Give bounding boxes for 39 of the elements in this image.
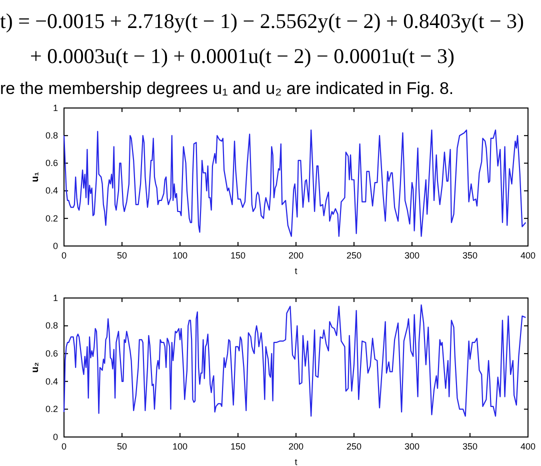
x-tick-label: 250 <box>346 441 362 452</box>
x-tick-label: 100 <box>172 250 188 260</box>
x-tick-label: 200 <box>288 250 304 260</box>
y-tick-label: 1 <box>52 292 58 303</box>
y-tick-label: 0.8 <box>45 130 58 140</box>
text: re the membership degrees u₁ and u₂ are indicated in Fig. 8. <box>0 79 454 98</box>
y-tick-label: 0.2 <box>45 404 58 414</box>
x-tick-label: 0 <box>61 441 67 452</box>
y-axis-title: u₁ <box>30 172 41 182</box>
line-series <box>63 304 526 417</box>
x-tick-label: 350 <box>462 250 478 260</box>
y-tick-label: 0.8 <box>45 320 58 331</box>
x-axis-title: t <box>294 266 298 276</box>
y-tick-label: 1 <box>52 102 58 113</box>
y-tick-label: 0 <box>52 240 58 251</box>
y-tick-label: 0.6 <box>45 158 58 168</box>
y-tick-label: 0.4 <box>45 186 58 196</box>
x-tick-label: 400 <box>520 250 536 260</box>
y-tick-label: 0 <box>52 432 58 442</box>
y-tick-label: 0.6 <box>45 348 58 358</box>
x-tick-label: 150 <box>230 441 246 452</box>
x-tick-label: 150 <box>230 250 246 260</box>
x-tick-label: 250 <box>346 250 362 260</box>
y-axis-title: u₂ <box>30 362 41 373</box>
x-tick-label: 100 <box>172 441 188 452</box>
text: t) = −0.0015 + 2.718y(t − 1) − 2.5562y(t − 2) + 0.8403y(t − 3) <box>0 9 524 33</box>
x-tick-label: 300 <box>404 441 420 452</box>
text: + 0.0003u(t − 1) + 0.0001u(t − 2) − 0.0001u(t − 3) <box>30 44 455 68</box>
line-series <box>63 130 526 237</box>
x-tick-label: 200 <box>288 441 304 452</box>
x-tick-label: 400 <box>520 441 536 452</box>
x-tick-label: 50 <box>116 441 128 452</box>
x-axis-title: t <box>294 457 298 466</box>
y-tick-label: 0.4 <box>45 376 58 386</box>
x-tick-label: 0 <box>61 250 67 260</box>
y-tick-label: 0.2 <box>45 213 58 224</box>
x-tick-label: 300 <box>404 250 420 260</box>
x-tick-label: 350 <box>462 441 478 452</box>
x-tick-label: 50 <box>116 250 128 260</box>
